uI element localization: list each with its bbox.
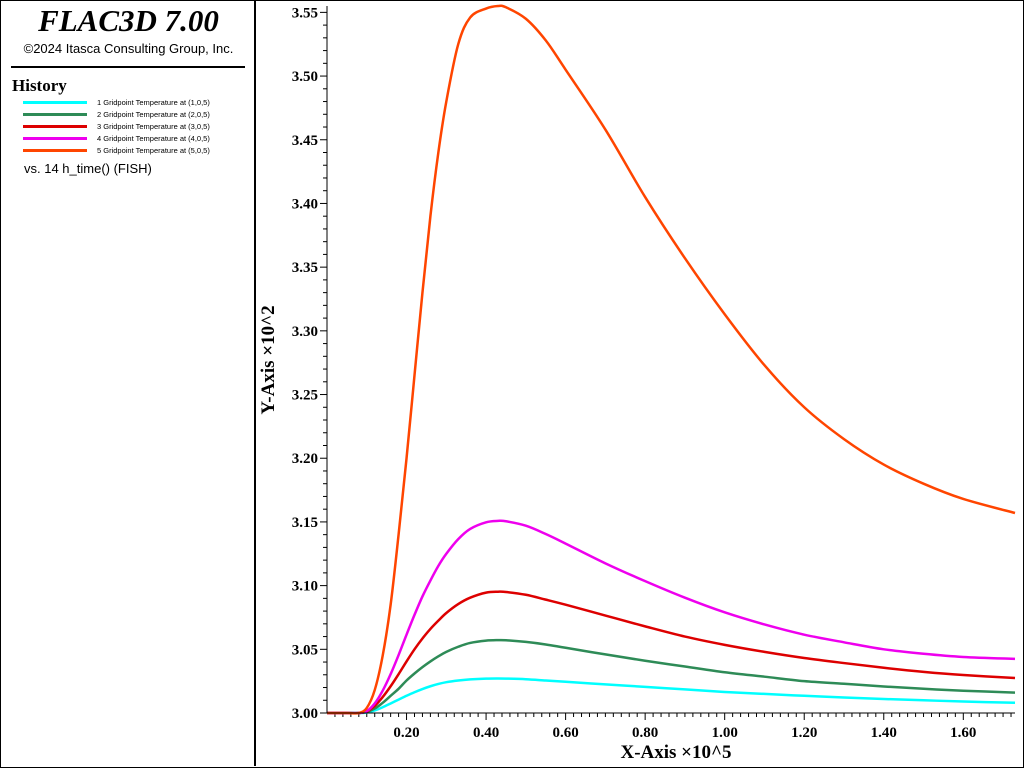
axis-ticks: 0.20 0.40 0.60 0.80 1.00 1.20 1.40 1.60 3.00 3.05…	[292, 5, 1012, 741]
x-tick-label: 1.60	[950, 725, 976, 741]
y-tick-label: 3.15	[292, 515, 318, 531]
series-line	[327, 519, 1016, 715]
x-tick-label: 0.40	[473, 725, 499, 741]
x-tick-label: 1.40	[871, 725, 897, 741]
legend-item-label: 5 Gridpoint Temperature at (5,0,5)	[97, 146, 210, 155]
legend-item-label: 3 Gridpoint Temperature at (3,0,5)	[97, 122, 210, 131]
y-tick-label: 3.35	[292, 260, 318, 276]
legend-list: 1 Gridpoint Temperature at (1,0,5) 2 Gri…	[23, 97, 253, 157]
legend-swatch	[23, 137, 87, 140]
legend-panel: FLAC3D 7.00 ©2024 Itasca Consulting Grou…	[1, 1, 256, 766]
y-tick-label: 3.50	[292, 69, 318, 85]
x-tick-label: 1.00	[712, 725, 738, 741]
series-group	[327, 4, 1016, 715]
legend-swatch	[23, 113, 87, 116]
legend-item: 1 Gridpoint Temperature at (1,0,5)	[23, 97, 253, 109]
series-line	[327, 590, 1016, 715]
y-tick-label: 3.20	[292, 451, 318, 467]
x-tick-label: 0.80	[632, 725, 658, 741]
x-tick-label: 0.60	[552, 725, 578, 741]
legend-swatch	[23, 149, 87, 152]
legend-item-label: 2 Gridpoint Temperature at (2,0,5)	[97, 110, 210, 119]
copyright-text: ©2024 Itasca Consulting Group, Inc.	[23, 41, 234, 56]
y-tick-label: 3.55	[292, 5, 318, 21]
x-axis-title: X-Axis ×10^5	[620, 742, 731, 763]
x-tick-label: 0.20	[393, 725, 419, 741]
legend-swatch	[23, 125, 87, 128]
y-axis-title: Y-Axis ×10^2	[258, 305, 279, 414]
legend-item: 3 Gridpoint Temperature at (3,0,5)	[23, 121, 253, 133]
series-line	[327, 4, 1016, 715]
x-tick-label: 1.20	[791, 725, 817, 741]
legend-item: 2 Gridpoint Temperature at (2,0,5)	[23, 109, 253, 121]
y-tick-label: 3.40	[292, 196, 318, 212]
y-tick-label: 3.00	[292, 706, 318, 722]
title-divider	[11, 66, 245, 68]
series-line	[327, 638, 1016, 715]
series-line	[327, 677, 1016, 715]
legend-x-variable: vs. 14 h_time() (FISH)	[24, 161, 152, 176]
legend-item-label: 1 Gridpoint Temperature at (1,0,5)	[97, 98, 210, 107]
legend-heading: History	[12, 76, 67, 95]
y-tick-label: 3.10	[292, 579, 318, 595]
app-title: FLAC3D 7.00	[38, 3, 219, 38]
y-tick-label: 3.05	[292, 642, 318, 658]
legend-swatch	[23, 101, 87, 104]
y-tick-label: 3.30	[292, 324, 318, 340]
legend-item: 5 Gridpoint Temperature at (5,0,5)	[23, 145, 253, 157]
legend-item-label: 4 Gridpoint Temperature at (4,0,5)	[97, 134, 210, 143]
y-tick-label: 3.25	[292, 388, 318, 404]
legend-item: 4 Gridpoint Temperature at (4,0,5)	[23, 133, 253, 145]
y-tick-label: 3.45	[292, 133, 318, 149]
